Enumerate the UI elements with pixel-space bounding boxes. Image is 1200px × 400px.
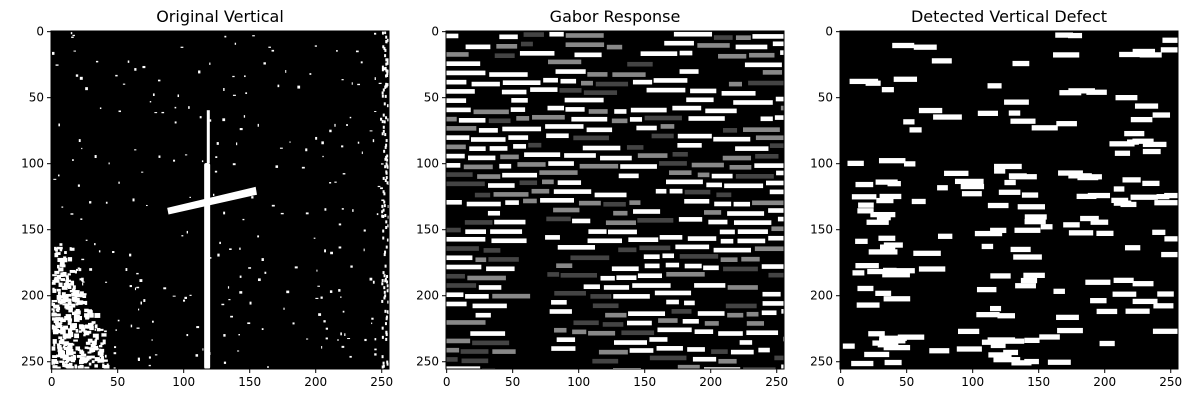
x-tick-label: 100 [172, 375, 195, 389]
x-tick-label: 200 [699, 375, 722, 389]
y-tick-label: 200 [21, 289, 44, 303]
x-tick-label: 250 [765, 375, 788, 389]
x-tick-label: 250 [370, 375, 393, 389]
x-tick-label: 150 [238, 375, 261, 389]
x-tick-label: 250 [1159, 375, 1182, 389]
x-tick-label: 200 [1093, 375, 1116, 389]
y-tick-label: 100 [416, 157, 439, 171]
x-tick-label: 200 [304, 375, 327, 389]
axes-frame [839, 30, 1179, 370]
y-tick-label: 200 [810, 289, 833, 303]
y-tick-label: 100 [21, 157, 44, 171]
y-tick-label: 150 [810, 223, 833, 237]
y-tick-label: 50 [29, 91, 44, 105]
y-tick-label: 50 [424, 91, 439, 105]
panel-title: Original Vertical [156, 7, 284, 26]
y-tick-label: 200 [416, 289, 439, 303]
image-panel-3 [840, 31, 1178, 369]
x-tick-label: 150 [1027, 375, 1050, 389]
panel-2: Gabor Response 0 50 100 150 200 250 0 50 100 150 20… [416, 7, 788, 389]
y-tick-label: 150 [21, 223, 44, 237]
image-panel-1 [51, 31, 389, 369]
x-tick-label: 100 [961, 375, 984, 389]
x-tick-label: 50 [110, 375, 125, 389]
axes-frame [445, 30, 785, 370]
x-tick-label: 50 [899, 375, 914, 389]
y-tick-label: 0 [431, 25, 439, 39]
image-panel-2 [446, 31, 784, 369]
y-tick-label: 250 [21, 355, 44, 369]
y-tick-label: 250 [810, 355, 833, 369]
x-tick-label: 100 [567, 375, 590, 389]
x-tick-label: 150 [633, 375, 656, 389]
x-tick-label: 0 [48, 375, 56, 389]
x-tick-label: 50 [505, 375, 520, 389]
x-tick-label: 0 [443, 375, 451, 389]
y-tick-label: 250 [416, 355, 439, 369]
panel-1: Original Vertical 0 50 100 150 200 250 0 50 100 15… [21, 7, 393, 389]
y-tick-label: 100 [810, 157, 833, 171]
y-tick-label: 0 [825, 25, 833, 39]
y-tick-label: 50 [818, 91, 833, 105]
y-tick-label: 0 [36, 25, 44, 39]
x-tick-label: 0 [837, 375, 845, 389]
axes-frame [50, 30, 390, 370]
y-tick-label: 150 [416, 223, 439, 237]
panel-title: Gabor Response [550, 7, 681, 26]
panel-title: Detected Vertical Defect [911, 7, 1107, 26]
panel-3: Detected Vertical Defect 0 50 100 150 200 250 0… [810, 7, 1182, 389]
